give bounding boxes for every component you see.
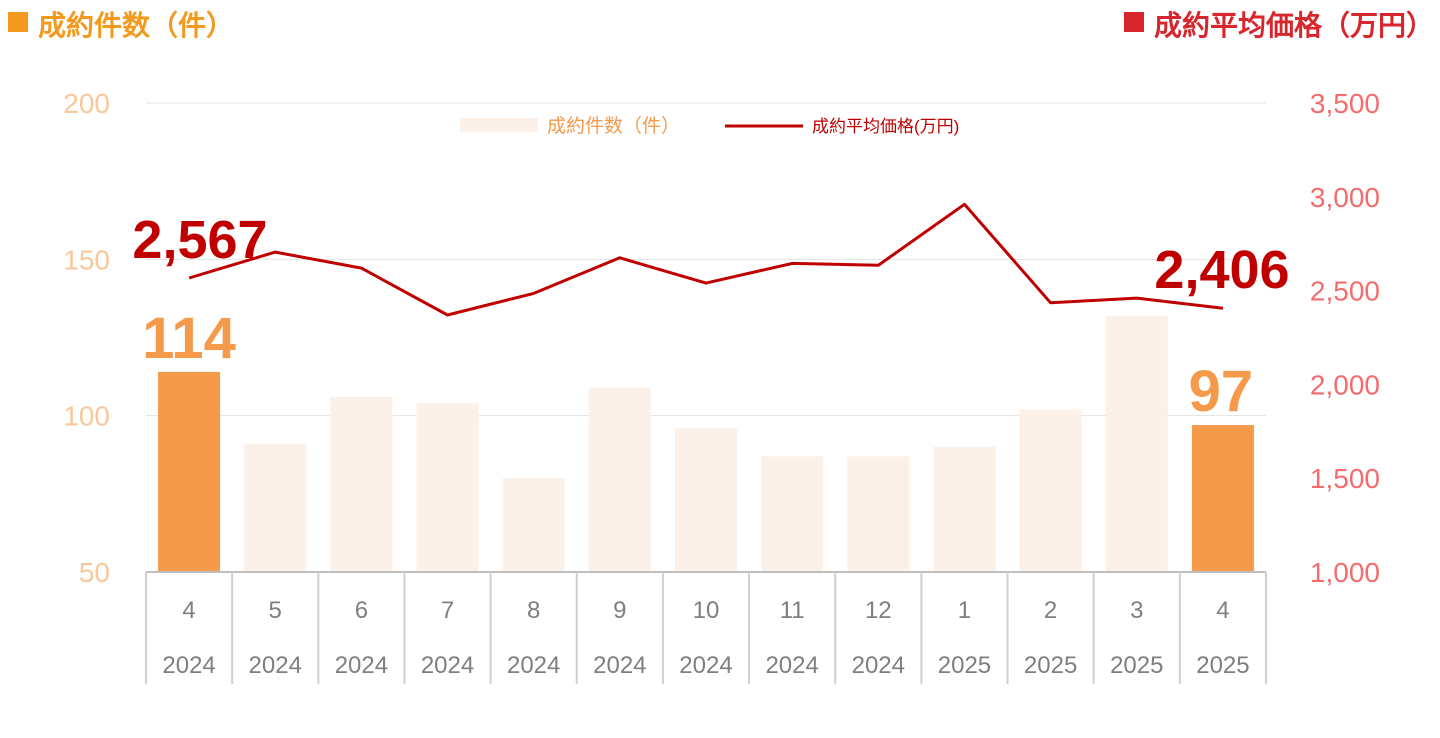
bar-series [158,315,1254,572]
right-axis-tick-label: 3,000 [1310,182,1380,213]
price-data-label: 2,406 [1154,240,1289,300]
x-tick-month: 12 [865,597,892,624]
line-series [188,202,1224,317]
bar [588,387,651,572]
count-data-label: 114 [142,306,236,371]
x-tick-month: 6 [355,597,368,624]
x-tick-month: 2 [1044,597,1057,624]
x-tick-year: 2024 [249,652,302,679]
x-tick-month: 1 [958,597,971,624]
x-tick-year: 2024 [162,652,215,679]
x-tick-month: 4 [182,597,195,624]
x-tick-year: 2024 [593,652,646,679]
x-tick-year: 2025 [1196,652,1249,679]
legend-bar-swatch [460,118,538,132]
count-axis-header: 成約件数（件） [8,4,234,44]
bar [847,456,910,572]
legend: 成約件数（件） 成約平均価格(万円) [460,115,959,137]
x-tick-year: 2024 [765,652,818,679]
x-tick-year: 2025 [1110,652,1163,679]
legend-bar-label: 成約件数（件） [547,115,680,137]
x-tick-month: 8 [527,597,540,624]
bar [416,403,479,572]
data-labels: 114 97 2,567 2,406 [132,210,1289,424]
bar [1105,315,1168,572]
x-tick-year: 2024 [335,652,388,679]
right-axis-tick-label: 2,000 [1310,369,1380,400]
x-tick-month: 9 [613,597,626,624]
count-data-label: 97 [1189,359,1254,424]
left-axis-tick-label: 100 [63,401,110,432]
x-tick-year: 2025 [1024,652,1077,679]
x-tick-month: 11 [780,597,805,624]
price-legend-square [1123,12,1144,32]
price-axis-header: 成約平均価格（万円） [1123,4,1434,44]
count-axis-header-text: 成約件数（件） [38,9,235,42]
bar [933,446,996,572]
bar [761,456,824,572]
x-tick-year: 2024 [421,652,474,679]
left-axis-tick-label: 50 [79,557,110,588]
legend-line-label: 成約平均価格(万円) [812,117,959,136]
x-tick-year: 2024 [507,652,560,679]
price-axis-header-text: 成約平均価格（万円） [1153,9,1434,42]
bar [330,396,393,572]
left-axis-tick-label: 150 [63,244,110,275]
x-tick-month: 7 [441,597,454,624]
price-line [188,202,1224,317]
left-axis-tick-label: 200 [63,88,110,119]
x-tick-month: 3 [1130,597,1143,624]
x-tick-year: 2024 [852,652,905,679]
bar [502,478,565,572]
bar [675,428,737,572]
bar [158,371,221,572]
bar [244,443,307,572]
right-axis-tick-label: 2,500 [1310,276,1380,307]
axes: 50 100 150 200 1,000 1,500 2,000 2,500 3,000 3,50… [63,88,1380,684]
x-tick-month: 4 [1216,597,1229,624]
bar [1019,409,1082,572]
bar [1191,425,1254,572]
right-axis-tick-label: 1,000 [1310,557,1380,588]
count-legend-square [8,12,28,32]
right-axis-tick-label: 3,500 [1310,88,1380,119]
right-axis-tick-label: 1,500 [1310,463,1380,494]
x-tick-month: 5 [269,597,282,624]
x-tick-year: 2025 [938,652,991,679]
x-tick-month: 10 [693,597,720,624]
x-tick-year: 2024 [679,652,732,679]
price-data-label: 2,567 [132,210,267,270]
